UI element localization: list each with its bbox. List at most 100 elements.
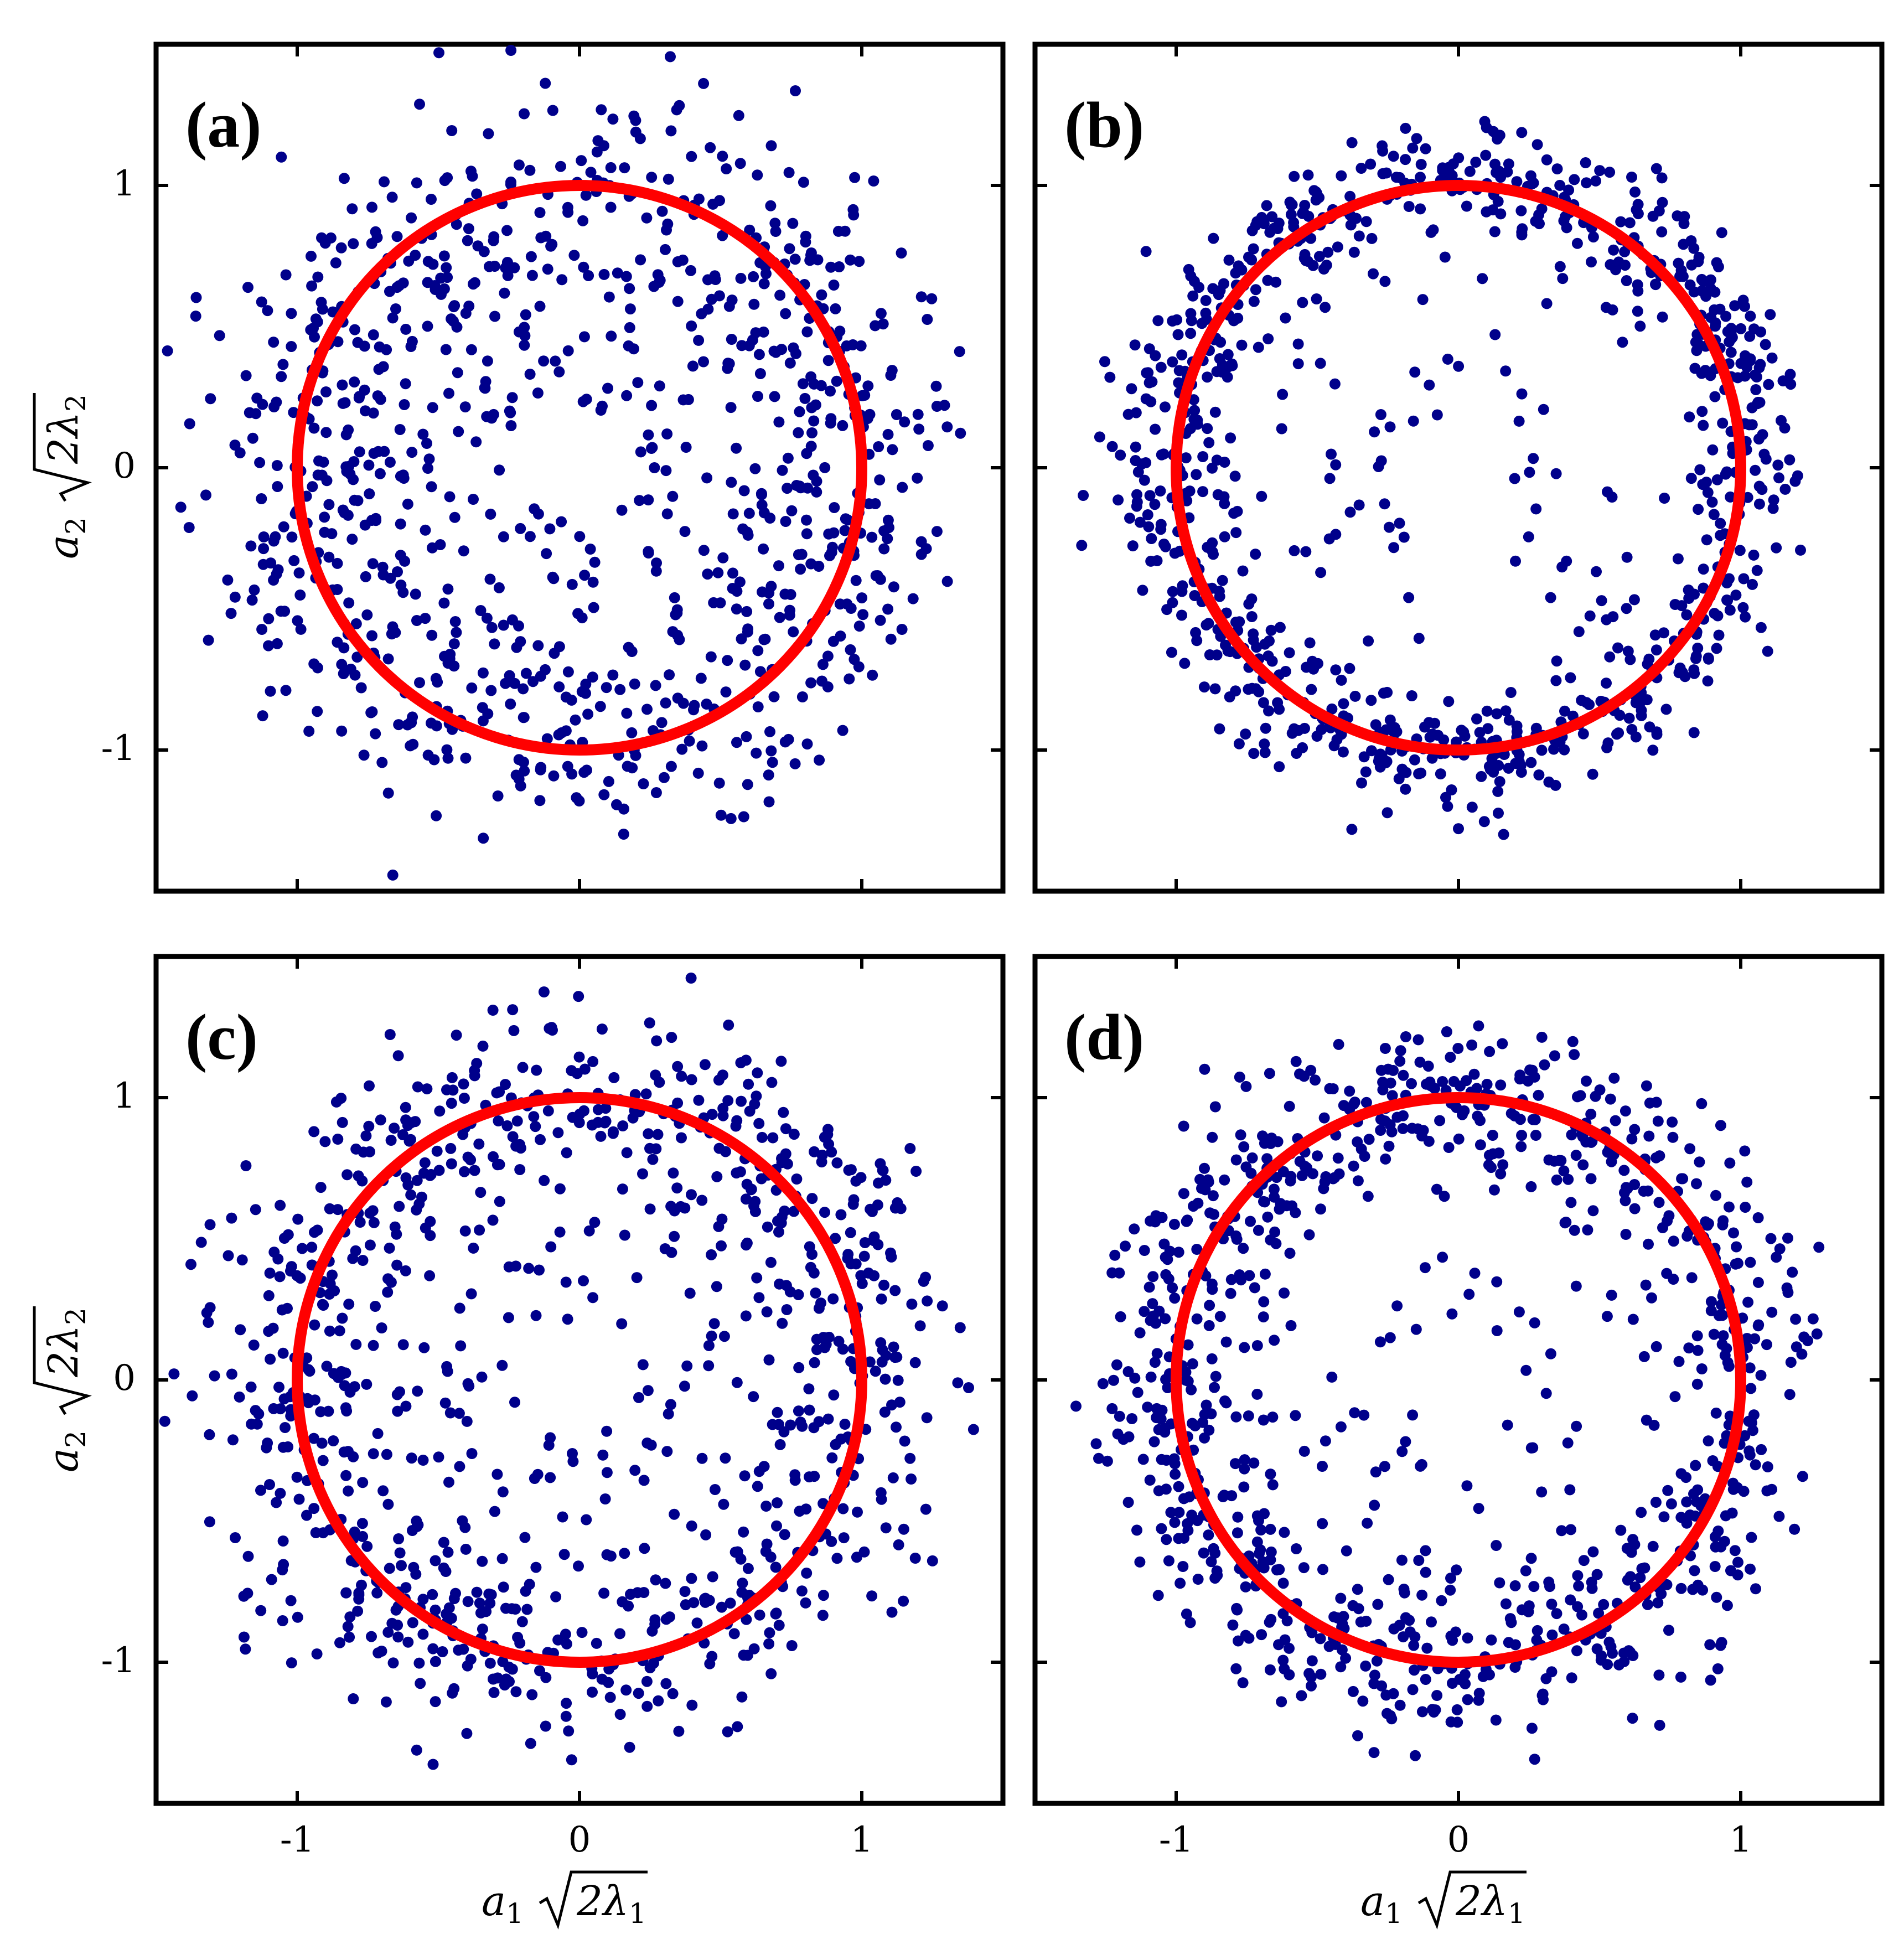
scatter-point xyxy=(1408,415,1419,427)
scatter-point xyxy=(1634,320,1646,332)
scatter-point xyxy=(1694,1156,1705,1168)
scatter-point xyxy=(693,1094,705,1106)
scatter-point xyxy=(1536,1690,1548,1701)
scatter-point xyxy=(1709,1561,1721,1572)
scatter-point xyxy=(477,1623,488,1635)
scatter-point xyxy=(1745,1383,1757,1394)
scatter-point xyxy=(686,1189,697,1201)
scatter-point xyxy=(266,1574,277,1585)
scatter-point xyxy=(286,1657,297,1669)
scatter-point xyxy=(1710,1190,1721,1201)
scatter-point xyxy=(1627,1534,1639,1545)
scatter-point xyxy=(445,1142,457,1154)
scatter-point xyxy=(1352,1175,1364,1187)
scatter-point xyxy=(779,736,791,748)
scatter-point xyxy=(1739,301,1750,312)
scatter-point xyxy=(1613,256,1624,268)
scatter-point xyxy=(752,1067,763,1079)
scatter-point xyxy=(830,1439,841,1450)
scatter-point xyxy=(660,697,671,709)
scatter-point xyxy=(834,598,846,610)
scatter-point xyxy=(1651,1341,1662,1352)
scatter-point xyxy=(837,420,848,431)
scatter-point xyxy=(743,1078,754,1090)
scatter-point xyxy=(1498,829,1509,840)
scatter-point xyxy=(896,624,908,635)
scatter-point xyxy=(1400,767,1412,778)
scatter-point xyxy=(827,541,838,553)
scatter-point xyxy=(235,1324,246,1336)
scatter-point xyxy=(819,1342,831,1353)
scatter-point xyxy=(226,1368,237,1380)
scatter-point xyxy=(1500,1598,1512,1610)
scatter-point xyxy=(1590,175,1601,187)
scatter-point xyxy=(1415,159,1427,170)
scatter-point xyxy=(744,1105,756,1117)
scatter-point xyxy=(1541,298,1553,309)
scatter-point xyxy=(312,662,323,674)
scatter-point xyxy=(1654,1719,1665,1731)
scatter-point xyxy=(263,1326,275,1337)
scatter-point xyxy=(245,540,257,552)
scatter-point xyxy=(1233,738,1245,749)
scatter-point xyxy=(859,1237,871,1248)
scatter-point xyxy=(915,536,927,547)
scatter-point xyxy=(601,1467,613,1478)
scatter-point xyxy=(1750,1583,1761,1595)
scatter-point xyxy=(1762,1461,1773,1472)
scatter-point xyxy=(335,1366,347,1377)
scatter-point xyxy=(798,177,809,188)
scatter-point xyxy=(1737,602,1749,613)
scatter-point xyxy=(1484,1046,1496,1057)
scatter-point xyxy=(1459,730,1471,742)
scatter-point xyxy=(822,1129,834,1140)
scatter-point xyxy=(1335,1421,1347,1433)
scatter-point xyxy=(843,1165,855,1176)
scatter-point xyxy=(585,167,597,178)
scatter-point xyxy=(954,1322,966,1333)
scatter-point xyxy=(1791,1341,1802,1353)
svg-text:a1: a1 xyxy=(1360,1878,1403,1930)
scatter-point xyxy=(370,1301,381,1312)
scatter-point xyxy=(1332,1612,1343,1623)
scatter-point xyxy=(637,1168,648,1180)
scatter-point xyxy=(741,731,752,742)
scatter-point xyxy=(1438,734,1450,746)
scatter-point xyxy=(498,531,509,542)
scatter-point xyxy=(561,1638,572,1650)
scatter-point xyxy=(1181,1608,1192,1620)
scatter-point xyxy=(725,402,737,413)
scatter-point xyxy=(1811,1328,1823,1340)
scatter-point xyxy=(1090,1438,1102,1450)
scatter-point xyxy=(712,567,724,578)
scatter-point xyxy=(184,418,195,430)
scatter-point xyxy=(1284,1248,1296,1259)
scatter-point xyxy=(405,1134,416,1145)
scatter-point xyxy=(1765,309,1776,320)
scatter-point xyxy=(406,335,418,347)
scatter-point xyxy=(162,345,173,356)
scatter-point xyxy=(1279,1527,1290,1538)
scatter-point xyxy=(1726,1507,1738,1519)
scatter-point xyxy=(1417,1125,1429,1136)
scatter-point xyxy=(1202,371,1213,383)
scatter-point xyxy=(1202,423,1213,435)
scatter-point xyxy=(1333,1168,1345,1180)
scatter-point xyxy=(514,1637,526,1649)
scatter-point xyxy=(778,1106,789,1118)
scatter-point xyxy=(801,326,813,338)
scatter-point xyxy=(1484,764,1496,775)
scatter-point xyxy=(234,1391,245,1403)
scatter-point xyxy=(442,583,454,595)
scatter-point xyxy=(505,420,517,431)
scatter-point xyxy=(1356,777,1367,789)
scatter-point xyxy=(463,1380,475,1392)
scatter-point xyxy=(676,743,688,755)
scatter-point xyxy=(851,1552,862,1563)
scatter-point xyxy=(782,452,794,464)
scatter-point xyxy=(686,320,697,332)
scatter-point xyxy=(1315,358,1326,369)
scatter-point xyxy=(1217,575,1228,586)
scatter-point xyxy=(835,1209,847,1221)
scatter-point xyxy=(1219,531,1230,542)
